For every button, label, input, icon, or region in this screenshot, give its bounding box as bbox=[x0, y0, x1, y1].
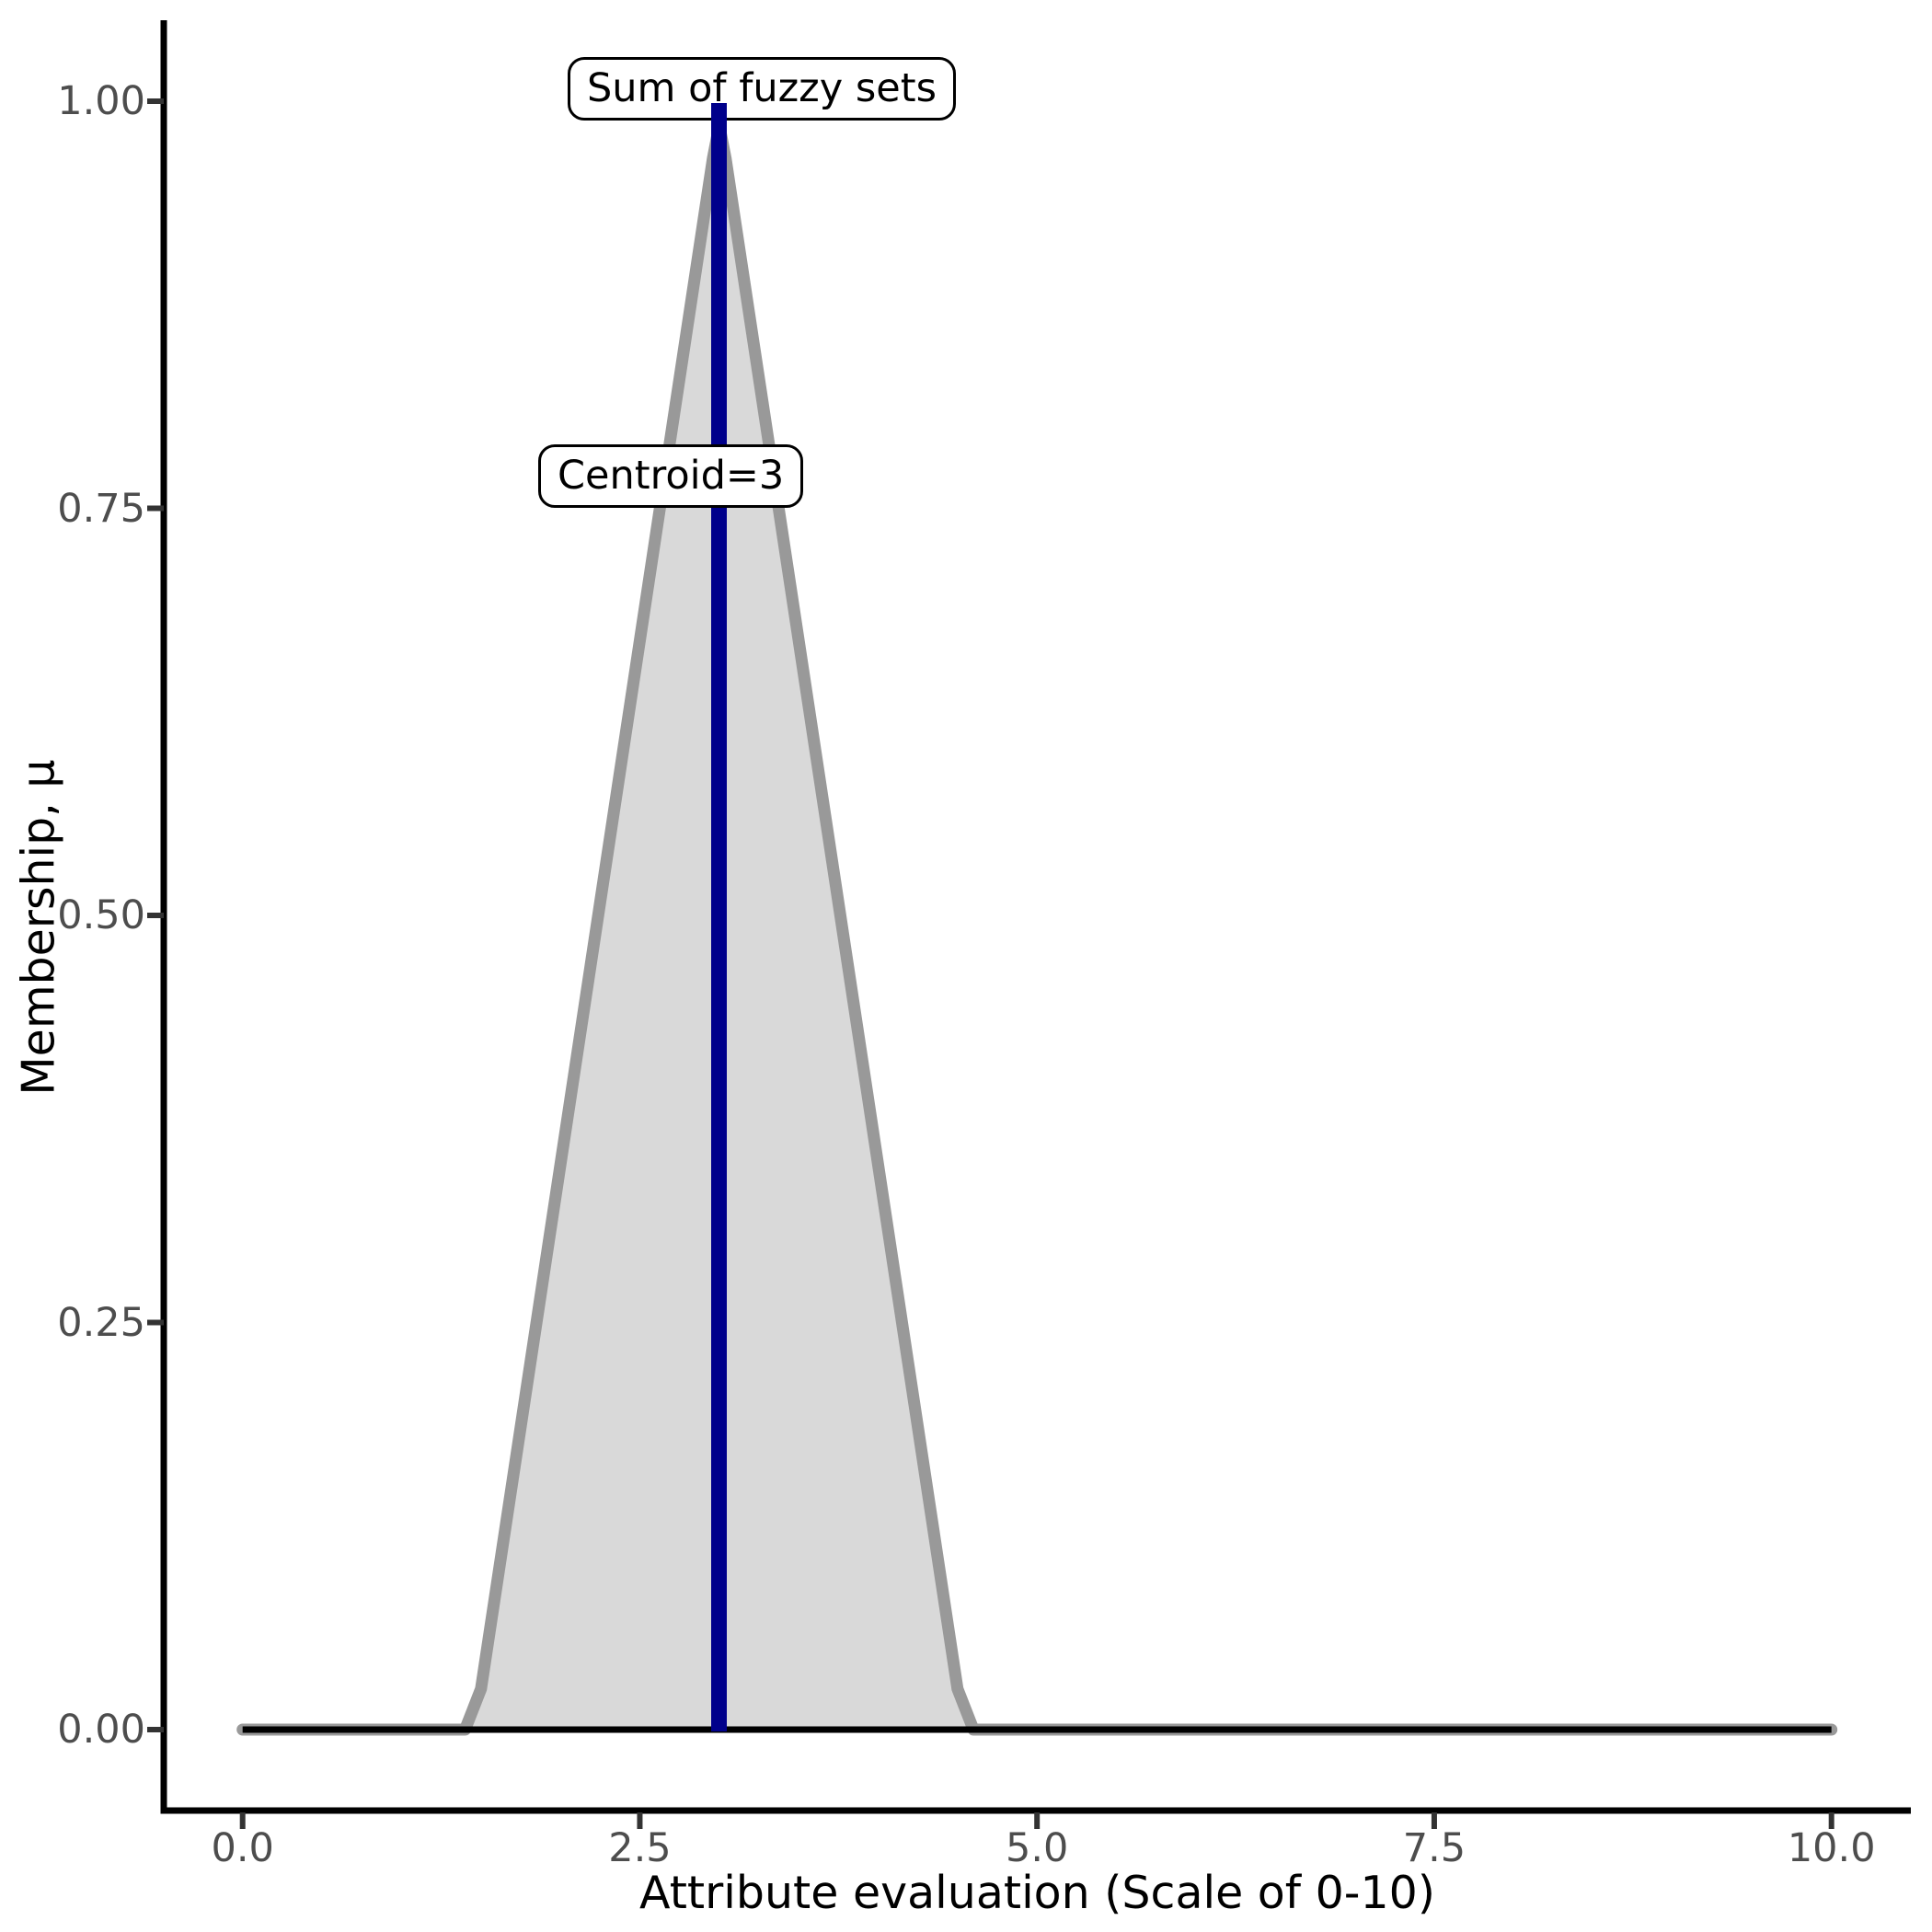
sum-of-fuzzy-sets-label: Sum of fuzzy sets bbox=[568, 57, 956, 121]
x-tick-label: 2.5 bbox=[608, 1825, 672, 1871]
y-axis-title: Membership, μ bbox=[12, 759, 65, 1096]
x-tick-label: 0.0 bbox=[211, 1825, 274, 1871]
y-tick-label: 1.00 bbox=[57, 78, 145, 124]
centroid-line bbox=[711, 103, 728, 1731]
y-tick-label: 0.75 bbox=[57, 485, 145, 532]
x-tick-label: 10.0 bbox=[1787, 1825, 1876, 1871]
membership-area-fill bbox=[242, 125, 1832, 1730]
centroid-label: Centroid=3 bbox=[538, 444, 804, 509]
membership-area-outline bbox=[236, 120, 1838, 1736]
x-tick-label: 7.5 bbox=[1402, 1825, 1466, 1871]
y-tick-label: 0.50 bbox=[57, 892, 145, 938]
x-tick-label: 5.0 bbox=[1005, 1825, 1069, 1871]
x-axis-title: Attribute evaluation (Scale of 0-10) bbox=[639, 1867, 1435, 1919]
y-tick-label: 0.00 bbox=[57, 1707, 145, 1753]
y-tick-label: 0.25 bbox=[57, 1299, 145, 1346]
